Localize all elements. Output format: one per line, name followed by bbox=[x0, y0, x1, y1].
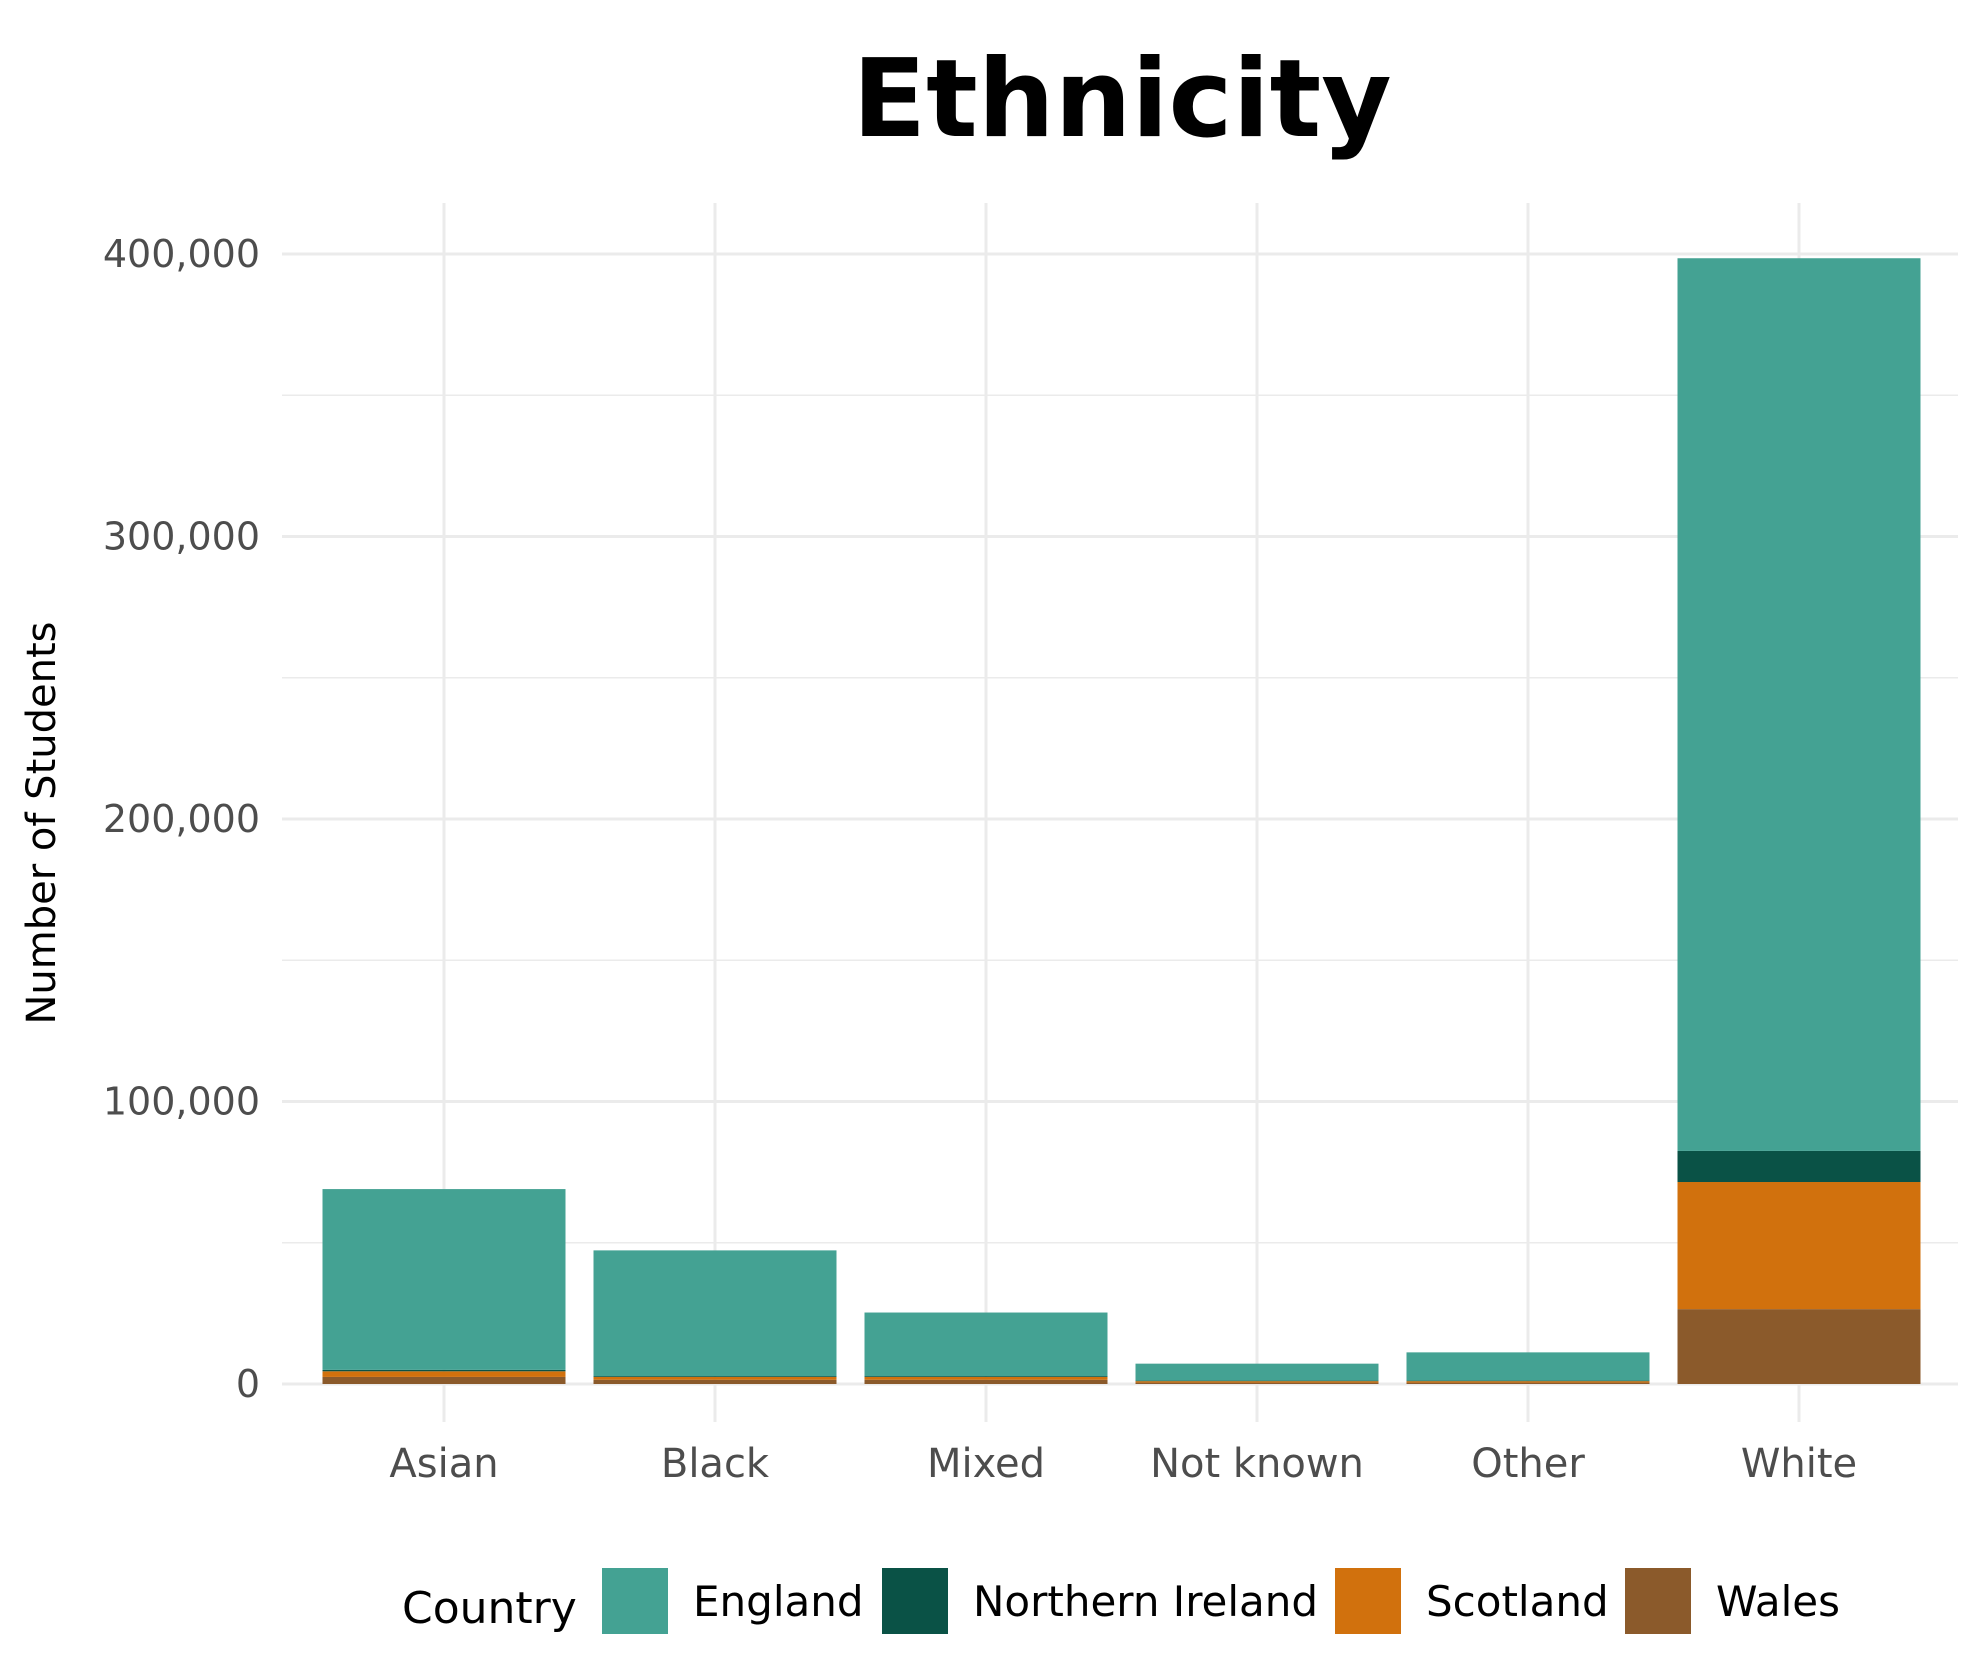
x-tick-label: Other bbox=[1471, 1441, 1585, 1487]
legend-key-scotland bbox=[1335, 1568, 1401, 1634]
bar-white-scotland bbox=[1677, 1182, 1921, 1310]
grid bbox=[282, 203, 1958, 1422]
legend-items: England Northern Ireland Scotland Wales bbox=[602, 1568, 1840, 1634]
bar-other-england bbox=[1406, 1352, 1650, 1381]
y-tick-label: 300,000 bbox=[103, 515, 260, 559]
legend: Country England Northern Ireland Scotland W… bbox=[402, 1568, 1840, 1634]
bar-black-wales bbox=[593, 1379, 837, 1384]
bar-asian-wales bbox=[322, 1376, 566, 1384]
legend-label: Scotland bbox=[1426, 1577, 1609, 1626]
legend-key-northern-ireland bbox=[882, 1568, 948, 1634]
bar-other-northern-ireland bbox=[1406, 1380, 1650, 1382]
bar-asian-scotland bbox=[322, 1371, 566, 1377]
legend-title: Country bbox=[402, 1583, 577, 1634]
bar-mixed-northern-ireland bbox=[864, 1376, 1108, 1377]
bar-white-england bbox=[1677, 258, 1921, 1151]
y-tick-label: 200,000 bbox=[103, 797, 260, 841]
chart-title: Ethnicity bbox=[852, 37, 1391, 162]
bars bbox=[322, 258, 1921, 1384]
bar-black-scotland bbox=[593, 1376, 837, 1380]
bar-other-wales bbox=[1406, 1382, 1650, 1384]
x-axis-ticks: Asian Black Mixed Not known Other White bbox=[389, 1441, 1857, 1487]
bar-asian-england bbox=[322, 1189, 566, 1370]
y-axis-label: Number of Students bbox=[19, 622, 65, 1025]
bar-black-england bbox=[593, 1250, 837, 1377]
bar-mixed-wales bbox=[864, 1379, 1108, 1384]
legend-label: Northern Ireland bbox=[973, 1577, 1318, 1626]
x-tick-label: White bbox=[1741, 1441, 1857, 1487]
legend-label: England bbox=[693, 1577, 864, 1626]
bar-not-known-northern-ireland bbox=[1135, 1380, 1379, 1382]
bar-not-known-england bbox=[1135, 1363, 1379, 1381]
legend-key-england bbox=[602, 1568, 668, 1634]
x-tick-label: Black bbox=[661, 1441, 770, 1487]
y-axis-ticks: 0 100,000 200,000 300,000 400,000 bbox=[103, 232, 260, 1406]
x-tick-label: Not known bbox=[1150, 1441, 1364, 1487]
x-tick-label: Mixed bbox=[927, 1441, 1045, 1487]
bar-black-northern-ireland bbox=[593, 1376, 837, 1377]
y-tick-label: 100,000 bbox=[103, 1080, 260, 1124]
y-tick-label: 0 bbox=[236, 1362, 260, 1406]
legend-key-wales bbox=[1625, 1568, 1691, 1634]
bar-asian-northern-ireland bbox=[322, 1369, 566, 1372]
bar-not-known-wales bbox=[1135, 1382, 1379, 1384]
bar-white-northern-ireland bbox=[1677, 1150, 1921, 1183]
bar-mixed-england bbox=[864, 1312, 1108, 1377]
bar-other-scotland bbox=[1406, 1381, 1650, 1383]
bar-mixed-scotland bbox=[864, 1376, 1108, 1380]
bar-not-known-scotland bbox=[1135, 1381, 1379, 1383]
y-tick-label: 400,000 bbox=[103, 232, 260, 276]
x-tick-label: Asian bbox=[389, 1441, 498, 1487]
bar-white-wales bbox=[1677, 1309, 1921, 1384]
legend-label: Wales bbox=[1716, 1577, 1840, 1626]
